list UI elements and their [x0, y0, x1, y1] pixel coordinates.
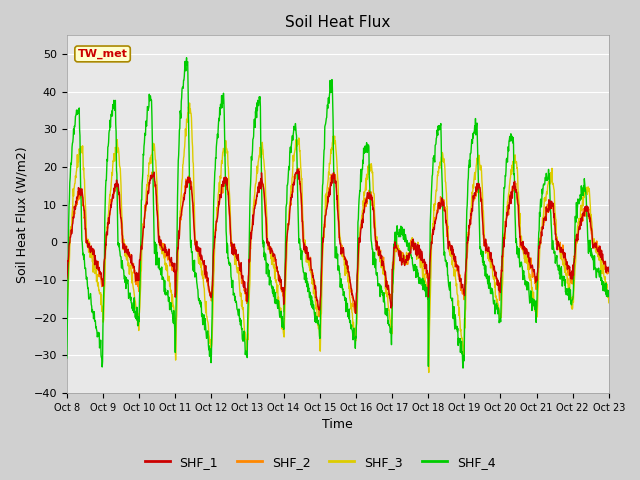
X-axis label: Time: Time — [323, 419, 353, 432]
Y-axis label: Soil Heat Flux (W/m2): Soil Heat Flux (W/m2) — [15, 146, 28, 283]
Legend: SHF_1, SHF_2, SHF_3, SHF_4: SHF_1, SHF_2, SHF_3, SHF_4 — [140, 451, 500, 474]
Title: Soil Heat Flux: Soil Heat Flux — [285, 15, 390, 30]
Text: TW_met: TW_met — [77, 49, 127, 59]
